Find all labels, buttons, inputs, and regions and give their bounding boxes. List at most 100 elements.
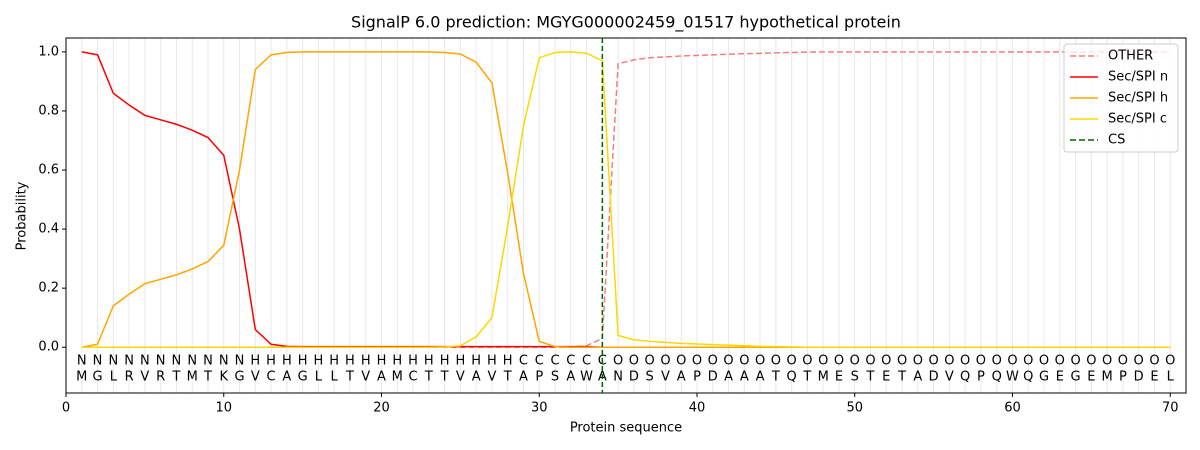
residue: A <box>677 370 686 385</box>
residue: L <box>110 370 118 385</box>
chart-title: SignalP 6.0 prediction: MGYG000002459_01… <box>351 13 901 33</box>
residue: S <box>851 370 859 385</box>
region-label: N <box>140 354 150 369</box>
x-tick-label: 50 <box>846 401 863 416</box>
region-label: O <box>1070 354 1080 369</box>
residue: P <box>977 370 985 385</box>
y-tick-label: 1.0 <box>38 44 59 59</box>
region-label: C <box>519 354 528 369</box>
y-tick-label: 0.6 <box>38 163 59 178</box>
residue: V <box>251 370 260 385</box>
y-tick-label: 0.8 <box>38 103 59 118</box>
region-label: O <box>676 354 686 369</box>
residue: Q <box>1023 370 1033 385</box>
x-tick-label: 40 <box>689 401 706 416</box>
x-tick-label: 70 <box>1162 401 1179 416</box>
region-label: H <box>471 354 481 369</box>
region-label: N <box>235 354 245 369</box>
residue: A <box>913 370 922 385</box>
residue: L <box>315 370 323 385</box>
region-label: H <box>503 354 513 369</box>
residue: D <box>629 370 639 385</box>
residue: P <box>1119 370 1127 385</box>
x-tick-label: 60 <box>1004 401 1021 416</box>
residue: E <box>1087 370 1095 385</box>
residue: A <box>740 370 749 385</box>
legend-label: Sec/SPI h <box>1108 91 1168 106</box>
residue: G <box>1071 370 1081 385</box>
region-label: H <box>392 354 402 369</box>
residue: E <box>882 370 890 385</box>
region-label: N <box>156 354 166 369</box>
residue: V <box>487 370 496 385</box>
region-label: O <box>1118 354 1128 369</box>
residue: M <box>1102 370 1113 385</box>
residue: M <box>392 370 403 385</box>
region-label: O <box>1165 354 1175 369</box>
residue: D <box>1134 370 1144 385</box>
residue: P <box>693 370 701 385</box>
region-label: H <box>487 354 497 369</box>
residue: R <box>156 370 165 385</box>
region-label: N <box>93 354 103 369</box>
region-label: H <box>345 354 355 369</box>
residue: G <box>93 370 103 385</box>
region-label: N <box>187 354 197 369</box>
residue: Q <box>992 370 1002 385</box>
residue: Q <box>960 370 970 385</box>
residue: T <box>897 370 906 385</box>
region-label: O <box>1039 354 1049 369</box>
region-label: O <box>1007 354 1017 369</box>
residue: G <box>234 370 244 385</box>
region-label: O <box>944 354 954 369</box>
residue: L <box>1167 370 1175 385</box>
series-line <box>81 51 1171 348</box>
residue: S <box>646 370 654 385</box>
series-line <box>81 51 1171 348</box>
residue: V <box>661 370 670 385</box>
residue: W <box>580 370 593 385</box>
residue: M <box>187 370 198 385</box>
region-label: N <box>124 354 134 369</box>
residue: T <box>440 370 449 385</box>
region-label: C <box>566 354 575 369</box>
region-label: O <box>660 354 670 369</box>
region-label: O <box>692 354 702 369</box>
residue: E <box>835 370 843 385</box>
legend-label: Sec/SPI n <box>1108 70 1168 85</box>
residue: V <box>456 370 465 385</box>
region-label: O <box>928 354 938 369</box>
residue: K <box>219 370 228 385</box>
region-label: O <box>818 354 828 369</box>
region-label: O <box>897 354 907 369</box>
region-label: N <box>172 354 182 369</box>
region-label: O <box>1149 354 1159 369</box>
residue: D <box>929 370 939 385</box>
region-label: O <box>613 354 623 369</box>
x-tick-label: 0 <box>62 401 70 416</box>
region-label: H <box>424 354 434 369</box>
region-label: O <box>708 354 718 369</box>
x-axis-label: Protein sequence <box>570 421 682 436</box>
region-label: O <box>960 354 970 369</box>
legend-label: Sec/SPI c <box>1108 112 1167 127</box>
x-tick-label: 10 <box>215 401 232 416</box>
region-label: H <box>408 354 418 369</box>
region-label: O <box>645 354 655 369</box>
region-label: O <box>1023 354 1033 369</box>
region-label: O <box>802 354 812 369</box>
region-label: N <box>108 354 118 369</box>
residue: T <box>771 370 780 385</box>
residue: D <box>708 370 718 385</box>
residue: R <box>125 370 134 385</box>
residue: T <box>503 370 512 385</box>
residue: P <box>535 370 543 385</box>
region-label: O <box>834 354 844 369</box>
region-label: O <box>992 354 1002 369</box>
residue: E <box>1056 370 1064 385</box>
residue: A <box>282 370 291 385</box>
series-line <box>81 51 1171 348</box>
region-label: O <box>976 354 986 369</box>
region-label: O <box>865 354 875 369</box>
